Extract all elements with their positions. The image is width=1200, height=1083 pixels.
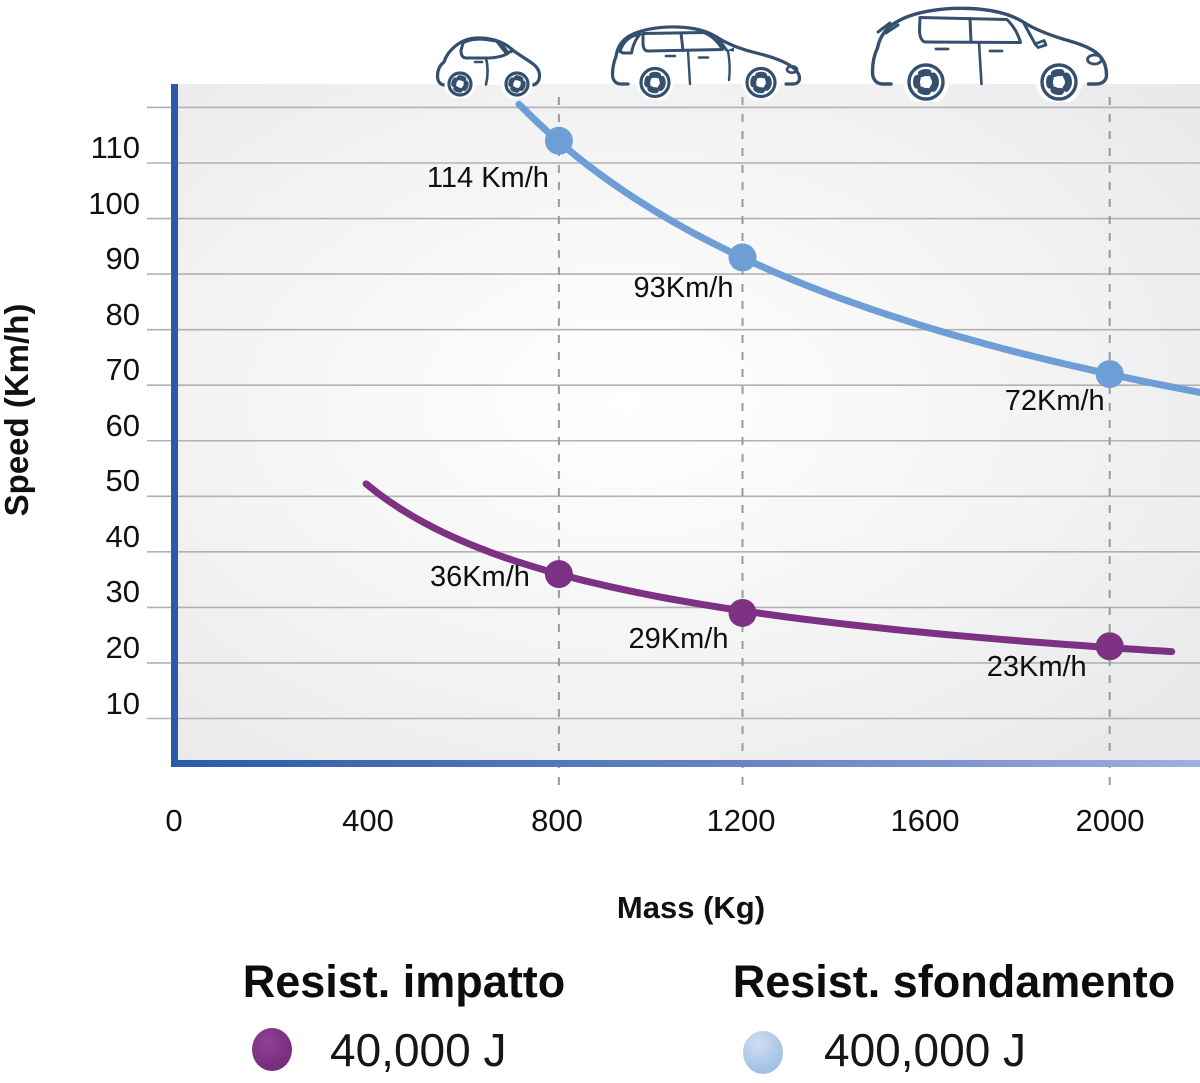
suv-car-icon [866,2,1112,102]
y-tick-label: 30 [105,574,140,610]
y-tick-label: 50 [105,463,140,499]
y-axis-title: Speed (Km/h) [0,303,35,517]
x-tick-label: 800 [531,803,583,838]
point-label: 36Km/h [429,561,530,594]
y-tick-label: 70 [105,352,140,388]
dashed-guides [557,97,1111,790]
legend-dot-sfondamento [743,1031,783,1074]
series-points [544,126,1124,661]
x-tick-label: 0 [165,803,183,838]
y-tick-label: 90 [105,241,140,277]
hatchback-car-icon [607,20,808,99]
x-tick-label: 1200 [706,803,776,838]
point-label: 114 Km/h [426,161,549,194]
x-axis-line [171,760,1200,767]
x-tick-label: 1600 [890,803,960,838]
y-tick-label: 20 [105,629,140,665]
x-axis-title: Mass (Kg) [616,890,766,925]
legend-title-impatto: Resist. impatto [242,956,566,1007]
city-car-icon [433,26,545,98]
y-axis-line [171,84,178,767]
legend-value-sfondamento: 400,000 J [824,1024,1027,1076]
y-tick-label: 60 [105,407,140,443]
x-tick-label: 2000 [1075,803,1145,838]
series-curves [362,100,1200,656]
x-tick-label: 400 [342,803,394,838]
y-tick-label: 100 [88,185,140,221]
point-label: 72Km/h [1004,385,1105,418]
plot-background [178,84,1200,760]
plot-area [147,84,1200,790]
point-label: 93Km/h [633,272,734,305]
y-tick-label: 110 [90,130,140,165]
point-label: 23Km/h [986,651,1087,684]
y-tick-label: 80 [105,296,140,332]
y-tick-label: 40 [105,518,140,554]
legend-title-sfondamento: Resist. sfondamento [732,956,1176,1007]
legend-value-impatto: 40,000 J [330,1024,507,1076]
y-tick-label: 10 [105,685,140,721]
point-label: 29Km/h [628,622,729,655]
legend-dot-impatto [252,1028,292,1071]
